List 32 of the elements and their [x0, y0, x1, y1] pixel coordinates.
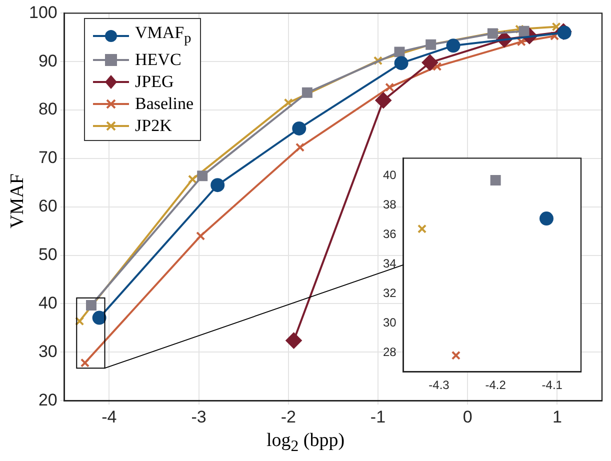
legend-label: JPEG	[135, 71, 174, 94]
x-tick-label: -2	[280, 407, 296, 426]
y-tick-label: 28	[382, 344, 397, 359]
x-tick-label: -4	[102, 407, 117, 426]
y-tick-label: 32	[382, 286, 397, 300]
y-tick-label: 50	[38, 245, 58, 264]
x-tick-label: -4.1	[542, 378, 563, 392]
y-tick-label: 80	[38, 100, 58, 119]
y-tick-label: 90	[38, 51, 58, 70]
y-tick-label: 34	[382, 256, 397, 270]
x-tick-label: 0	[462, 407, 472, 426]
y-tick-label: 70	[38, 148, 58, 168]
x-tick-label: -4.3	[428, 378, 450, 392]
legend-label: JP2K	[135, 115, 172, 138]
y-tick-label: 30	[38, 342, 58, 361]
x-tick-label: 1	[552, 407, 562, 426]
x-tick-label: -4.2	[485, 378, 506, 392]
y-tick-label: 30	[382, 315, 397, 330]
y-tick-label: 40	[382, 168, 397, 182]
x-axis-title: log$_{2}$ (bpp)	[265, 430, 346, 456]
y-tick-label: 38	[382, 198, 397, 212]
y-tick-label: 36	[382, 227, 397, 242]
y-axis-title: VMAF	[7, 172, 29, 230]
legend-label: HEVC	[135, 49, 182, 72]
y-tick-label: 40	[38, 293, 58, 312]
legend-label: Baseline	[135, 93, 194, 116]
x-tick-label: -3	[191, 407, 206, 426]
y-tick-label: 60	[38, 196, 58, 216]
x-tick-label: -1	[370, 407, 386, 426]
y-tick-label: 100	[28, 2, 58, 22]
legend-label: VMAF$_{p}$	[135, 22, 192, 48]
y-tick-label: 20	[38, 390, 58, 410]
